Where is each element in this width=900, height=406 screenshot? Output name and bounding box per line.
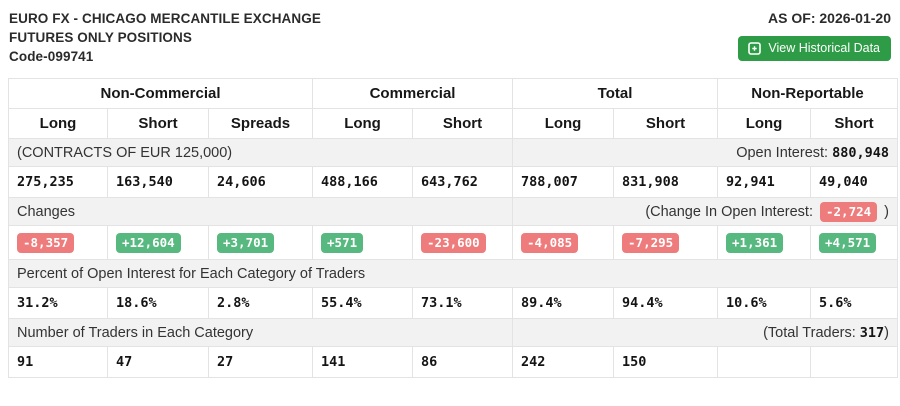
contracts-label: (CONTRACTS OF EUR 125,000) <box>7 138 514 167</box>
column-header-row: Long Short Spreads Long Short Long Short… <box>8 108 899 139</box>
open-interest-label: Open Interest: <box>736 144 833 161</box>
report-title: EURO FX - CHICAGO MERCANTILE EXCHANGE FU… <box>9 9 892 66</box>
col-header: Short <box>810 108 899 139</box>
change-open-interest-cell: (Change In Open Interest: -2,724 ) <box>512 197 899 226</box>
as-of-date: AS OF: 2026-01-20 <box>768 10 891 26</box>
col-header: Long <box>8 108 108 139</box>
page-header: EURO FX - CHICAGO MERCANTILE EXCHANGE FU… <box>0 0 900 78</box>
total-traders-cell: (Total Traders: 317) <box>512 318 899 347</box>
contracts-open-interest-row: (CONTRACTS OF EUR 125,000) Open Interest… <box>7 138 899 167</box>
percent-cell: 2.8% <box>207 287 314 319</box>
change-badge: -8,357 <box>17 232 75 253</box>
traders-row: 91 47 27 141 86 242 150 <box>8 346 899 378</box>
report-title-line1: EURO FX - CHICAGO MERCANTILE EXCHANGE <box>9 11 321 26</box>
view-historical-data-label: View Historical Data <box>768 41 880 55</box>
change-cell: -23,600 <box>412 225 514 260</box>
col-header: Short <box>107 108 209 139</box>
traders-label-row: Number of Traders in Each Category (Tota… <box>7 318 899 347</box>
total-traders-prefix: (Total Traders: <box>763 324 860 341</box>
traders-cell: 91 <box>8 346 108 378</box>
percent-cell: 10.6% <box>717 287 812 319</box>
traders-cell-empty <box>810 346 899 378</box>
position-cell: 643,762 <box>412 166 514 198</box>
view-historical-data-button[interactable]: View Historical Data <box>738 36 891 61</box>
traders-cell: 27 <box>207 346 314 378</box>
traders-cell-empty <box>717 346 812 378</box>
cot-table: Non-Commercial Commercial Total Non-Repo… <box>7 78 899 378</box>
percent-cell: 89.4% <box>512 287 615 319</box>
percent-cell: 94.4% <box>613 287 719 319</box>
group-header-commercial: Commercial <box>312 78 514 109</box>
change-cell: +4,571 <box>810 225 899 260</box>
group-header-row: Non-Commercial Commercial Total Non-Repo… <box>7 78 899 109</box>
position-cell: 92,941 <box>717 166 812 198</box>
window-plus-icon <box>748 41 762 55</box>
col-header: Long <box>717 108 812 139</box>
percent-cell: 31.2% <box>8 287 108 319</box>
percent-cell: 5.6% <box>810 287 899 319</box>
change-badge: +571 <box>321 232 364 253</box>
change-badge: +12,604 <box>116 232 181 253</box>
traders-cell: 150 <box>613 346 719 378</box>
change-cell: -8,357 <box>8 225 108 260</box>
change-cell: +571 <box>312 225 414 260</box>
change-badge: +4,571 <box>819 232 877 253</box>
group-header-non-commercial: Non-Commercial <box>7 78 314 109</box>
position-cell: 831,908 <box>613 166 719 198</box>
change-badge: -7,295 <box>622 232 680 253</box>
change-cell: -4,085 <box>512 225 615 260</box>
col-header: Spreads <box>207 108 314 139</box>
col-header: Long <box>312 108 414 139</box>
col-header: Short <box>412 108 514 139</box>
change-cell: -7,295 <box>613 225 719 260</box>
change-oi-prefix: (Change In Open Interest: <box>645 203 817 220</box>
percent-cell: 73.1% <box>412 287 514 319</box>
position-cell: 488,166 <box>312 166 414 198</box>
report-code: Code-099741 <box>9 49 94 64</box>
col-header: Long <box>512 108 615 139</box>
changes-row: -8,357 +12,604 +3,701 +571 -23,600 -4,08… <box>8 225 899 260</box>
change-badge: -23,600 <box>421 232 486 253</box>
open-interest-value: 880,948 <box>832 144 890 161</box>
percent-cell: 55.4% <box>312 287 414 319</box>
col-header: Short <box>613 108 719 139</box>
change-badge: +3,701 <box>217 232 275 253</box>
change-badge: +1,361 <box>726 232 784 253</box>
percents-row: 31.2% 18.6% 2.8% 55.4% 73.1% 89.4% 94.4%… <box>8 287 899 319</box>
position-cell: 163,540 <box>107 166 209 198</box>
report-title-line2: FUTURES ONLY POSITIONS <box>9 30 192 45</box>
percent-label-row: Percent of Open Interest for Each Catego… <box>7 259 899 288</box>
positions-row: 275,235 163,540 24,606 488,166 643,762 7… <box>8 166 899 198</box>
change-cell: +12,604 <box>107 225 209 260</box>
traders-cell: 242 <box>512 346 615 378</box>
change-oi-suffix: ) <box>880 203 890 220</box>
traders-label: Number of Traders in Each Category <box>7 318 514 347</box>
position-cell: 49,040 <box>810 166 899 198</box>
position-cell: 275,235 <box>8 166 108 198</box>
open-interest-cell: Open Interest: 880,948 <box>512 138 899 167</box>
percent-cell: 18.6% <box>107 287 209 319</box>
changes-label: Changes <box>7 197 514 226</box>
group-header-total: Total <box>512 78 719 109</box>
traders-cell: 141 <box>312 346 414 378</box>
total-traders-suffix: ) <box>884 324 890 341</box>
change-cell: +3,701 <box>207 225 314 260</box>
position-cell: 788,007 <box>512 166 615 198</box>
total-traders-value: 317 <box>859 324 885 341</box>
percent-label: Percent of Open Interest for Each Catego… <box>7 259 899 288</box>
position-cell: 24,606 <box>207 166 314 198</box>
change-cell: +1,361 <box>717 225 812 260</box>
changes-label-row: Changes (Change In Open Interest: -2,724… <box>7 197 899 226</box>
traders-cell: 47 <box>107 346 209 378</box>
group-header-non-reportable: Non-Reportable <box>717 78 899 109</box>
change-badge: -4,085 <box>521 232 579 253</box>
change-oi-badge: -2,724 <box>820 201 878 222</box>
traders-cell: 86 <box>412 346 514 378</box>
